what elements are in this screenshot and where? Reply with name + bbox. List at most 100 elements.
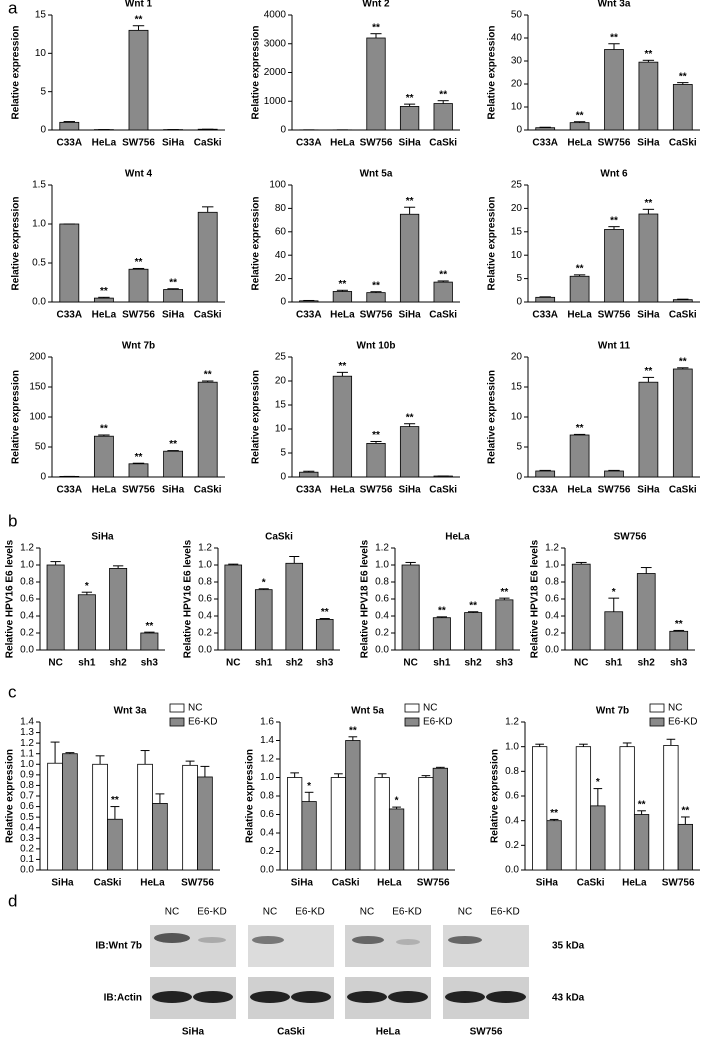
blot-band [388, 991, 428, 1003]
y-tick-label: 20 [275, 376, 287, 387]
chart-title: Wnt 2 [362, 0, 390, 10]
x-tick-label: SW756 [598, 138, 631, 149]
y-tick-label: 1.4 [260, 735, 274, 746]
significance: ** [372, 22, 380, 33]
y-tick-label: 1.2 [545, 543, 559, 554]
x-tick-label: HeLa [377, 878, 402, 889]
significance: ** [100, 424, 108, 435]
bar [569, 434, 590, 478]
y-tick-label: 0.0 [20, 865, 34, 876]
significance: ** [439, 270, 447, 281]
bar [92, 763, 108, 871]
significance: ** [679, 71, 687, 82]
y-axis-label: Relative HPV18 E6 levels [530, 539, 541, 658]
significance: ** [339, 361, 347, 372]
y-tick-label: 0.0 [20, 645, 34, 656]
x-tick-label: CaSki [669, 138, 697, 149]
y-tick-label: 0.5 [20, 812, 34, 823]
significance: ** [111, 795, 119, 806]
blot-band [152, 991, 192, 1003]
x-tick-label: CaSki [194, 138, 222, 149]
x-tick-label: HeLa [330, 485, 355, 496]
panel-label: c [8, 682, 17, 701]
x-tick-label: C33A [296, 138, 322, 149]
bar [332, 375, 353, 478]
x-tick-label: CaSki [669, 310, 697, 321]
y-tick-label: 0 [280, 125, 286, 136]
significance: * [395, 796, 399, 807]
chart-title: Wnt 5a [360, 169, 393, 180]
bar [432, 767, 448, 871]
x-tick-label: SW756 [181, 878, 214, 889]
bar [569, 122, 590, 131]
y-tick-label: 0 [516, 472, 522, 483]
y-tick-label: 1.0 [505, 741, 519, 752]
y-tick-label: 0.1 [20, 854, 34, 865]
legend-label: E6-KD [188, 717, 217, 728]
y-tick-label: 40 [511, 33, 523, 44]
y-tick-label: 0.8 [505, 766, 519, 777]
legend-swatch [649, 703, 665, 713]
x-tick-label: HeLa [140, 878, 165, 889]
y-tick-label: 100 [269, 180, 286, 191]
y-tick-label: 1.6 [260, 717, 274, 728]
chart-title: Wnt 4 [125, 169, 153, 180]
y-tick-label: 0.4 [20, 611, 34, 622]
legend-label: E6-KD [423, 717, 452, 728]
y-axis-label: Relative expression [245, 749, 256, 843]
y-axis-label: Relative expression [11, 197, 22, 291]
bar [301, 801, 317, 871]
y-axis-label: Relative expression [490, 749, 501, 843]
x-tick-label: NC [226, 658, 240, 669]
y-axis-label: Relative expression [251, 26, 262, 120]
bar [140, 632, 159, 651]
x-tick-label: SW756 [122, 485, 155, 496]
bar [399, 213, 420, 303]
y-tick-label: 0.2 [505, 840, 519, 851]
blot-band [193, 991, 233, 1003]
y-tick-label: 0 [516, 125, 522, 136]
y-tick-label: 1.4 [20, 717, 34, 728]
bar [152, 803, 168, 871]
y-axis-label: Relative expression [487, 26, 498, 120]
y-tick-label: 0.4 [375, 611, 389, 622]
x-tick-label: SiHa [398, 485, 421, 496]
bar [590, 805, 606, 871]
x-tick-label: CaSki [194, 485, 222, 496]
y-tick-label: 0.6 [20, 594, 34, 605]
significance: * [596, 777, 600, 788]
bar [128, 463, 149, 478]
y-axis-label: Relative expression [487, 197, 498, 291]
y-tick-label: 0.6 [198, 594, 212, 605]
bar [332, 291, 353, 303]
blot-band [396, 939, 420, 945]
bar [59, 223, 80, 303]
bar [569, 275, 590, 303]
legend-swatch [169, 717, 185, 727]
bar [299, 471, 319, 478]
y-tick-label: 10 [511, 102, 523, 113]
blot-band [250, 991, 290, 1003]
significance: ** [135, 14, 143, 25]
x-tick-label: sh3 [141, 658, 159, 669]
chart-title: SW756 [614, 532, 647, 543]
bar [374, 777, 390, 871]
significance: ** [204, 370, 212, 381]
blot-band [448, 936, 482, 944]
y-tick-label: 0 [40, 472, 46, 483]
x-tick-label: C33A [296, 310, 322, 321]
sample-label: SW756 [470, 1027, 503, 1038]
x-tick-label: CaSki [194, 310, 222, 321]
y-tick-label: 0.8 [198, 577, 212, 588]
x-tick-label: SiHa [536, 878, 559, 889]
y-tick-label: 0.4 [260, 828, 274, 839]
x-tick-label: sh1 [605, 658, 623, 669]
y-tick-label: 0.4 [198, 611, 212, 622]
y-tick-label: 1.0 [545, 560, 559, 571]
y-tick-label: 0.0 [260, 865, 274, 876]
x-tick-label: SW756 [662, 878, 695, 889]
bar [677, 823, 693, 871]
significance: ** [372, 280, 380, 291]
y-tick-label: 1.2 [505, 717, 519, 728]
